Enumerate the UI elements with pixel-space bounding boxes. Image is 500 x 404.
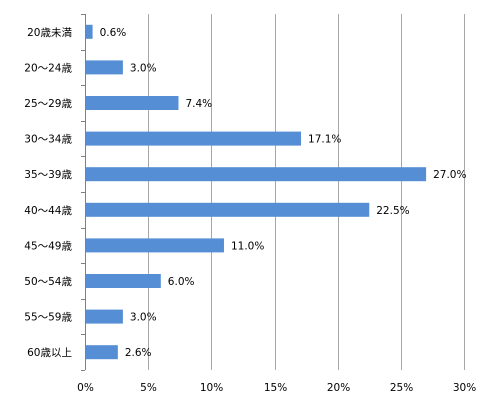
data-label: 7.4% — [185, 98, 212, 110]
x-tick-label: 5% — [140, 382, 157, 394]
data-label: 6.0% — [168, 276, 195, 288]
x-tick-label: 0% — [77, 382, 94, 394]
category-label: 20～24歳 — [24, 62, 72, 74]
category-label: 35～39歳 — [24, 169, 72, 181]
x-tick-label: 20% — [327, 382, 350, 394]
category-label: 20歳未満 — [27, 27, 72, 39]
data-label: 17.1% — [308, 134, 341, 146]
category-label: 45～49歳 — [24, 240, 72, 252]
bars — [86, 24, 427, 360]
category-label: 30～34歳 — [24, 134, 72, 146]
category-label: 40～44歳 — [24, 205, 72, 217]
bar — [86, 131, 302, 146]
category-label: 25～29歳 — [24, 98, 72, 110]
bar — [86, 202, 370, 217]
data-label: 2.6% — [125, 347, 152, 359]
data-label: 0.6% — [100, 27, 127, 39]
bar — [86, 60, 123, 75]
bar — [86, 309, 123, 324]
bar — [86, 345, 118, 360]
bar — [86, 274, 161, 288]
data-label: 3.0% — [130, 62, 157, 74]
x-tick-label: 30% — [453, 382, 476, 394]
labels: 0% 5% 10% 15% 20% 25% 30% 20歳未満 0.6% 20～24歳 3.0% 25… — [24, 27, 476, 394]
data-label: 22.5% — [376, 205, 409, 217]
data-label: 3.0% — [130, 312, 157, 324]
bar — [86, 167, 427, 182]
x-tick-label: 15% — [264, 382, 287, 394]
category-label: 55～59歳 — [24, 312, 72, 324]
data-label: 11.0% — [231, 240, 264, 252]
bar — [86, 24, 93, 39]
data-label: 27.0% — [433, 169, 466, 181]
category-label: 60歳以上 — [27, 347, 72, 359]
x-tick-label: 25% — [390, 382, 413, 394]
x-tick-label: 10% — [200, 382, 223, 394]
category-label: 50～54歳 — [24, 276, 72, 288]
gridlines — [81, 14, 465, 371]
bar — [86, 238, 224, 253]
bar — [86, 96, 179, 110]
